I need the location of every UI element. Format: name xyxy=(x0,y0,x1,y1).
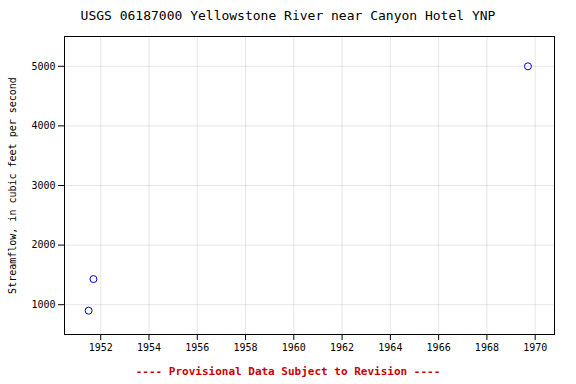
svg-text:1960: 1960 xyxy=(282,342,306,353)
html-text:USGS 06187000 Yellowstone Rive: USGS 06187000 Yellowstone River near Can… xyxy=(80,8,496,23)
svg-text:2000: 2000 xyxy=(31,239,55,250)
svg-text:1958: 1958 xyxy=(233,342,257,353)
svg-text:Streamflow, in cubic feet per: Streamflow, in cubic feet per second xyxy=(7,77,18,294)
svg-text:1956: 1956 xyxy=(185,342,209,353)
svg-text:1966: 1966 xyxy=(427,342,451,353)
svg-text:5000: 5000 xyxy=(31,61,55,72)
svg-text:3000: 3000 xyxy=(31,180,55,191)
svg-text:1968: 1968 xyxy=(475,342,499,353)
svg-text:1952: 1952 xyxy=(89,342,113,353)
svg-text:1962: 1962 xyxy=(330,342,354,353)
svg-text:1000: 1000 xyxy=(31,299,55,310)
svg-text:1954: 1954 xyxy=(137,342,161,353)
html-text:---- Provisional Data Subject: ---- Provisional Data Subject to Revisio… xyxy=(135,365,441,378)
svg-text:1964: 1964 xyxy=(378,342,402,353)
svg-text:1970: 1970 xyxy=(523,342,547,353)
svg-text:4000: 4000 xyxy=(31,120,55,131)
